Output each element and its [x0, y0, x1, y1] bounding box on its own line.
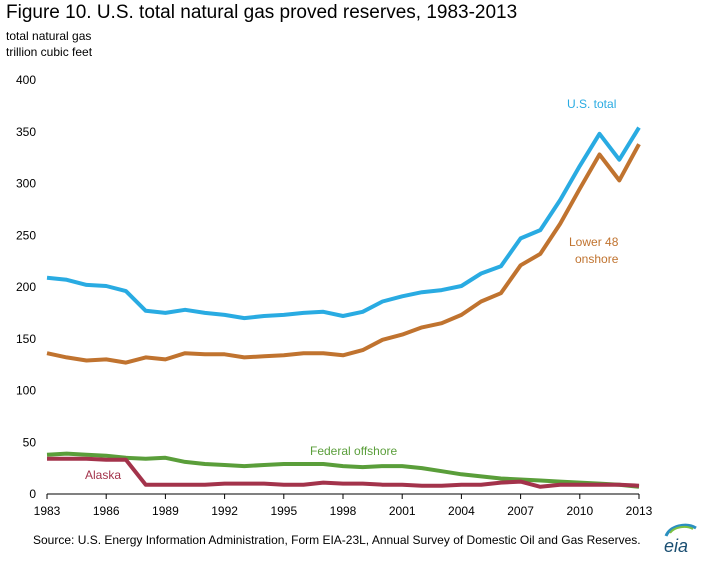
y-tick-label: 400	[16, 73, 36, 87]
y-tick-label: 250	[16, 228, 36, 242]
label-lower48-line2: onshore	[575, 252, 619, 266]
source-note: Source: U.S. Energy Information Administ…	[33, 533, 641, 547]
x-tick-label: 1998	[330, 504, 357, 518]
y-tick-label: 350	[16, 125, 36, 139]
y-axis-label-line2: trillion cubic feet	[6, 45, 93, 59]
x-tick-label: 1992	[211, 504, 238, 518]
y-tick-label: 0	[29, 487, 36, 501]
x-tick-label: 2013	[626, 504, 653, 518]
y-axis-label-line1: total natural gas	[6, 29, 92, 43]
chart-title: Figure 10. U.S. total natural gas proved…	[6, 2, 518, 23]
series-line-u-s-total	[46, 126, 641, 321]
x-tick-label: 2004	[448, 504, 475, 518]
series-lines	[46, 126, 641, 489]
y-tick-label: 150	[16, 332, 36, 346]
x-axis: 1983 1986 1989 1992 1995 1998 2001 2004 2007 2010…	[34, 494, 653, 518]
x-tick-label: 1989	[152, 504, 179, 518]
x-tick-label: 1983	[34, 504, 61, 518]
label-us-total: U.S. total	[567, 97, 616, 111]
y-tick-label: 200	[16, 280, 36, 294]
y-axis: 0 50 100 150 200 250 300 350 400	[16, 73, 36, 501]
y-tick-label: 300	[16, 177, 36, 191]
x-tick-label: 2010	[566, 504, 593, 518]
x-tick-label: 1986	[93, 504, 120, 518]
y-tick-label: 50	[23, 435, 37, 449]
label-federal-offshore: Federal offshore	[310, 444, 397, 458]
series-line-federal-offshore	[46, 451, 640, 489]
eia-logo: eia	[660, 520, 700, 556]
label-lower48-line1: Lower 48	[569, 235, 619, 249]
series-line-alaska	[47, 456, 640, 489]
series-labels: U.S. total Lower 48 onshore Federal offs…	[85, 97, 619, 482]
x-tick-label: 1995	[270, 504, 297, 518]
x-tick-label: 2007	[507, 504, 534, 518]
label-alaska: Alaska	[85, 468, 121, 482]
eia-logo-icon: eia	[664, 523, 697, 556]
x-tick-label: 2001	[389, 504, 416, 518]
series-line-lower-48-onshore	[46, 143, 641, 365]
y-tick-label: 100	[16, 384, 36, 398]
svg-text:eia: eia	[664, 536, 688, 556]
line-chart: 0 50 100 150 200 250 300 350 400 1983 1986 1989 199…	[16, 73, 653, 518]
